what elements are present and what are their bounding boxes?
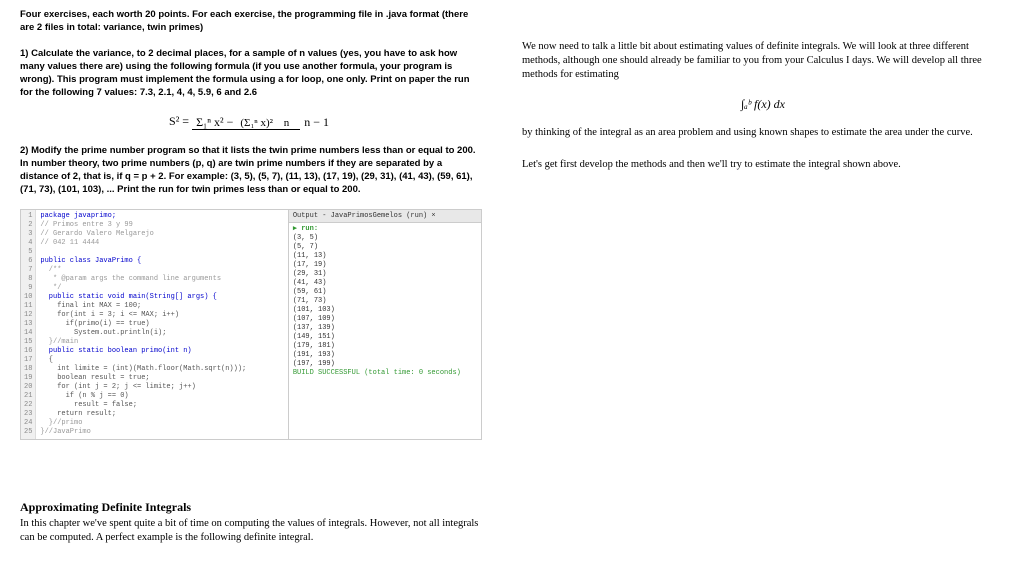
integral-formula: ∫ₐᵇ f(x) dx (522, 97, 1004, 112)
output-line: (5, 7) (293, 243, 477, 252)
intro-text: Four exercises, each worth 20 points. Fo… (20, 8, 482, 35)
source-code: package javaprimo;// Primos entre 3 y 99… (36, 210, 250, 439)
question-2: 2) Modify the prime number program so th… (20, 144, 482, 197)
source-pane: 1234567891011121314151617181920212223242… (21, 210, 288, 439)
build-line: BUILD SUCCESSFUL (total time: 0 seconds) (293, 369, 477, 378)
output-line: (71, 73) (293, 297, 477, 306)
output-tab: Output - JavaPrimosGemelos (run) × (289, 210, 481, 223)
right-p2: by thinking of the integral as an area p… (522, 126, 1004, 140)
question-1: 1) Calculate the variance, to 2 decimal … (20, 47, 482, 100)
approx-body: In this chapter we've spent quite a bit … (20, 517, 482, 545)
output-line: (179, 181) (293, 342, 477, 351)
approx-heading: Approximating Definite Integrals (20, 500, 482, 515)
output-line: (3, 5) (293, 234, 477, 243)
right-p1: We now need to talk a little bit about e… (522, 40, 1004, 83)
output-pane: Output - JavaPrimosGemelos (run) × ▶ run… (288, 210, 481, 439)
right-p3: Let's get first develop the methods and … (522, 158, 1004, 172)
output-line: (29, 31) (293, 270, 477, 279)
output-line: (107, 109) (293, 315, 477, 324)
output-line: (101, 103) (293, 306, 477, 315)
output-line: (41, 43) (293, 279, 477, 288)
line-gutter: 1234567891011121314151617181920212223242… (21, 210, 36, 439)
run-label: ▶ run: (293, 225, 477, 234)
code-editor: 1234567891011121314151617181920212223242… (20, 209, 482, 440)
output-line: (149, 151) (293, 333, 477, 342)
output-line: (191, 193) (293, 351, 477, 360)
output-line: (17, 19) (293, 261, 477, 270)
variance-formula: S² = Σ₁ⁿ x² − (Σ₁ⁿ x)² n n − 1 (20, 114, 482, 130)
output-line: (11, 13) (293, 252, 477, 261)
output-line: (137, 139) (293, 324, 477, 333)
output-line: (59, 61) (293, 288, 477, 297)
output-line: (197, 199) (293, 360, 477, 369)
